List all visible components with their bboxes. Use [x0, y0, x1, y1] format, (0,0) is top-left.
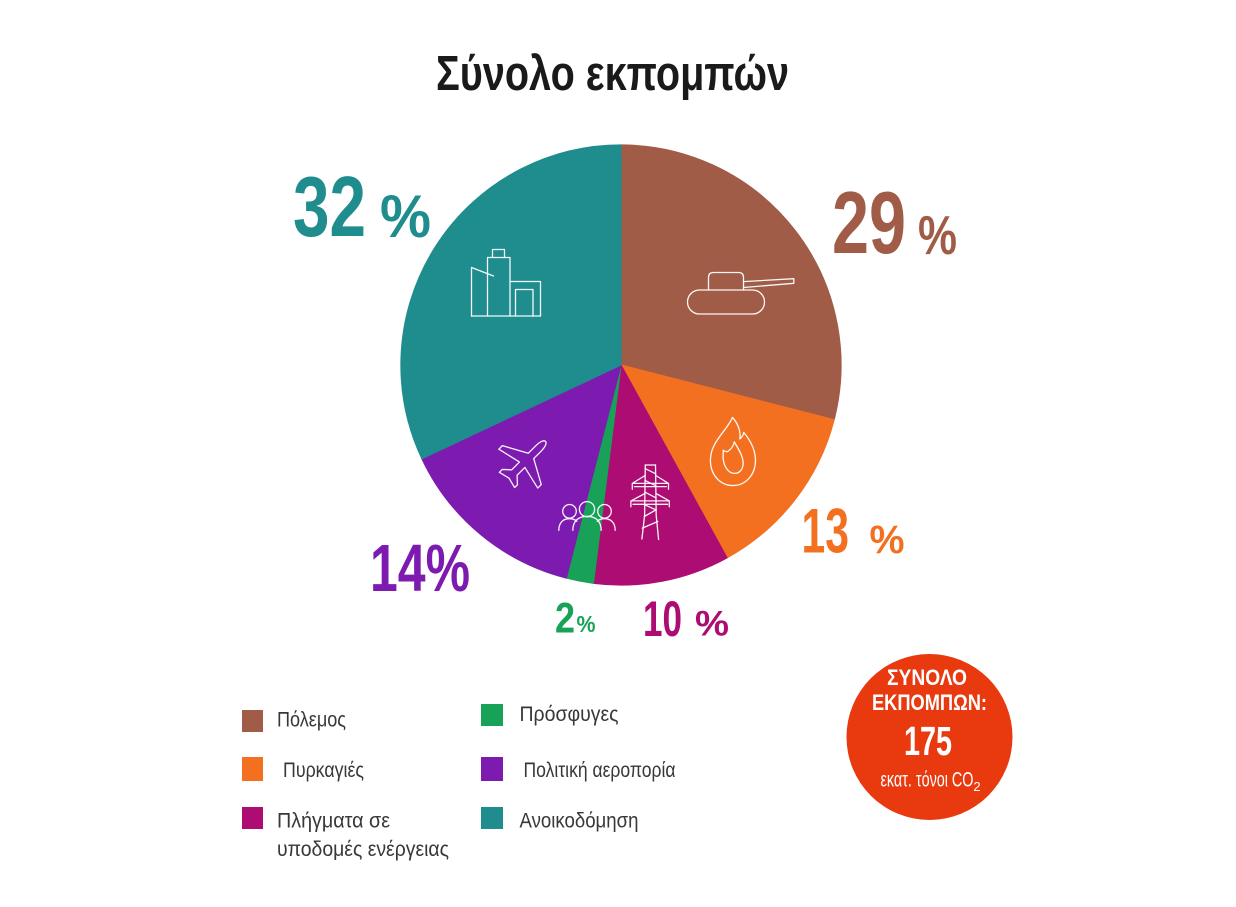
svg-text:Πολιτική αεροπορία: Πολιτική αεροπορία — [524, 759, 676, 782]
svg-text:Πρόσφυγες: Πρόσφυγες — [520, 703, 619, 726]
svg-text:ΕΚΠΟΜΠΩΝ:: ΕΚΠΟΜΠΩΝ: — [872, 690, 987, 715]
svg-text:υποδομές ενέργειας: υποδομές ενέργειας — [277, 838, 449, 861]
svg-text:Πλήγματα σε: Πλήγματα σε — [277, 810, 390, 833]
svg-text:%: % — [918, 204, 957, 266]
svg-text:175: 175 — [904, 718, 952, 764]
svg-text:14%: 14% — [370, 531, 470, 606]
svg-text:%: % — [577, 611, 596, 637]
svg-text:10: 10 — [643, 591, 682, 647]
svg-text:2: 2 — [973, 779, 980, 794]
svg-text:%: % — [695, 605, 729, 644]
svg-text:2: 2 — [555, 595, 575, 643]
svg-text:13: 13 — [802, 497, 850, 567]
svg-text:Πυρκαγιές: Πυρκαγιές — [283, 759, 364, 782]
svg-text:%: % — [380, 183, 431, 250]
svg-text:εκατ. τόνοι CO: εκατ. τόνοι CO — [881, 769, 974, 792]
svg-text:32: 32 — [293, 160, 366, 255]
svg-text:Πόλεμος: Πόλεμος — [277, 709, 346, 732]
svg-text:Σύνολο εκπομπών: Σύνολο εκπομπών — [436, 46, 789, 101]
svg-text:ΣΥΝΟΛΟ: ΣΥΝΟΛΟ — [887, 665, 967, 690]
svg-text:Ανοικοδόμηση: Ανοικοδόμηση — [520, 810, 639, 833]
svg-text:29: 29 — [832, 173, 906, 272]
svg-text:%: % — [870, 518, 905, 562]
